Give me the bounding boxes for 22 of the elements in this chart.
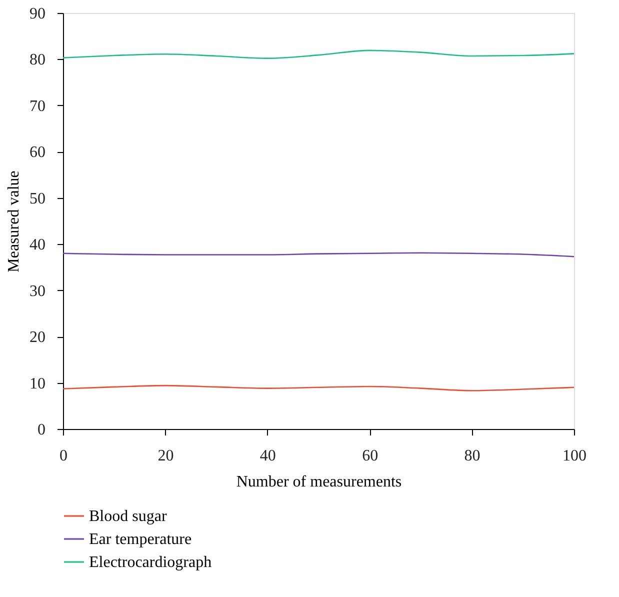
x-tick-label: 80 bbox=[464, 448, 480, 464]
x-tick-label: 100 bbox=[562, 448, 586, 464]
x-axis-title: Number of measurements bbox=[236, 474, 402, 490]
y-tick-label: 60 bbox=[30, 144, 46, 162]
y-tick-label: 40 bbox=[30, 236, 46, 254]
y-tick-label: 0 bbox=[38, 422, 46, 438]
x-tick-label: 20 bbox=[158, 448, 174, 464]
y-tick-label: 20 bbox=[30, 329, 46, 346]
legend-label: Ear temperature bbox=[89, 531, 192, 548]
y-axis-title: Measured value bbox=[6, 170, 22, 272]
x-tick-label: 60 bbox=[362, 448, 378, 464]
y-tick-label: 70 bbox=[30, 98, 46, 115]
x-tick-label: 40 bbox=[260, 448, 276, 464]
y-tick-label: 80 bbox=[30, 52, 46, 69]
line-series bbox=[62, 50, 575, 59]
y-tick-label: 10 bbox=[30, 375, 46, 392]
y-tick-label: 30 bbox=[30, 282, 46, 300]
legend-label: Blood sugar bbox=[89, 508, 168, 525]
legend-label: Electrocardiograph bbox=[89, 554, 212, 571]
x-tick-label: 0 bbox=[60, 448, 68, 464]
y-tick-label: 90 bbox=[30, 6, 46, 22]
y-tick-label: 50 bbox=[30, 190, 46, 208]
